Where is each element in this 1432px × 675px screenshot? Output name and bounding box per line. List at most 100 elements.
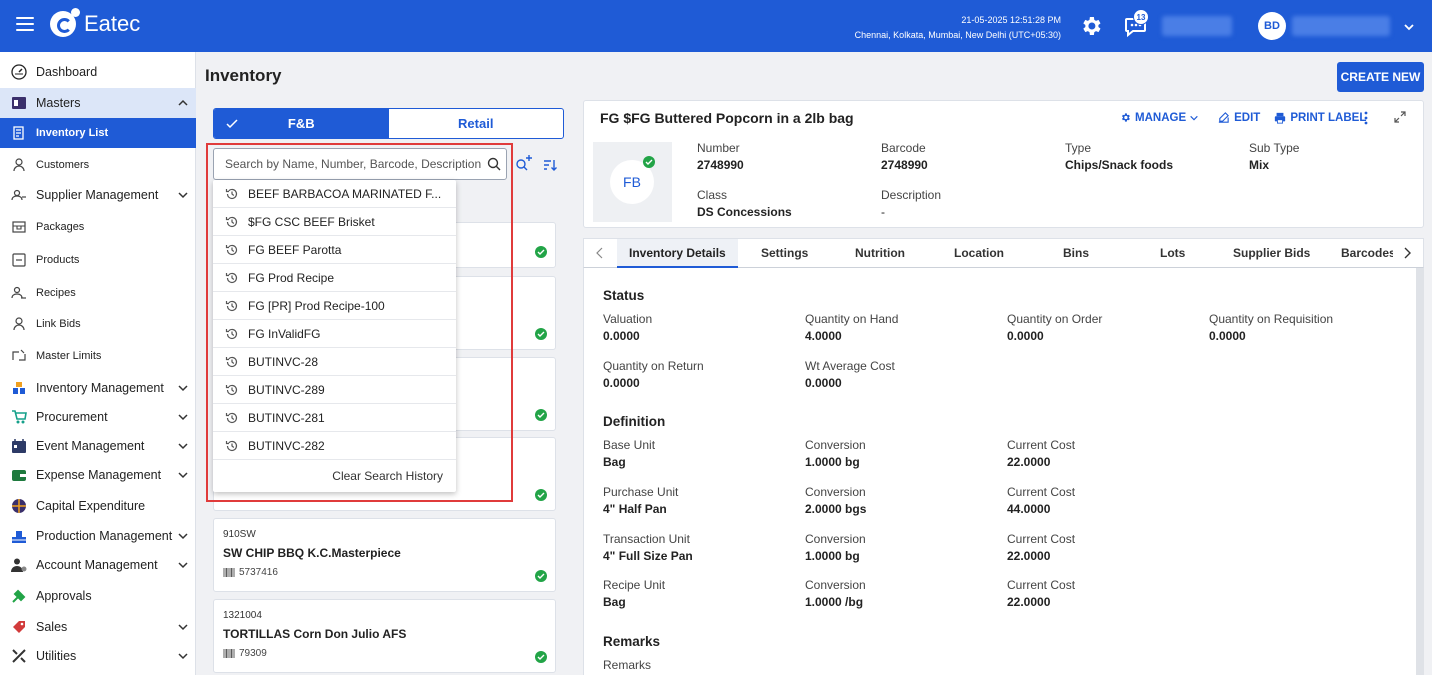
sidebar-item-account-management[interactable]: Account Management [0, 550, 196, 580]
sidebar-item-sales[interactable]: Sales [0, 612, 196, 642]
blurred-username[interactable] [1292, 16, 1390, 36]
sidebar-item-customers[interactable]: Customers [0, 150, 196, 180]
app-logo[interactable]: Eatec [50, 8, 141, 37]
field-value: 0.0000 [1209, 329, 1246, 343]
toggle-retail[interactable]: Retail [389, 109, 564, 138]
sidebar-item-masters[interactable]: Masters [0, 88, 196, 118]
sidebar-item-approvals[interactable]: Approvals [0, 581, 196, 611]
supplier-icon [11, 189, 26, 201]
sidebar-item-label: Link Bids [36, 318, 81, 330]
tab-inventory-details[interactable]: Inventory Details [617, 239, 738, 268]
history-icon [225, 244, 238, 256]
field-value: 4.0000 [805, 329, 842, 343]
procurement-icon [12, 410, 27, 424]
sidebar-item-link-bids[interactable]: Link Bids [0, 309, 196, 339]
gear-icon [1121, 113, 1130, 122]
sidebar-item-label: Inventory Management [36, 381, 164, 395]
chevron-down-icon [1190, 115, 1198, 120]
sidebar-item-products[interactable]: Products [0, 245, 196, 275]
tab-supplier-bids[interactable]: Supplier Bids [1233, 246, 1311, 260]
sidebar-item-supplier-management[interactable]: Supplier Management [0, 180, 196, 210]
history-item[interactable]: $FG CSC BEEF Brisket [213, 208, 456, 236]
list-item[interactable]: 1321004 TORTILLAS Corn Don Julio AFS 793… [213, 599, 556, 673]
sidebar-item-packages[interactable]: Packages [0, 212, 196, 242]
history-item-label: FG Prod Recipe [248, 270, 335, 285]
account-icon [11, 558, 27, 572]
tab-settings[interactable]: Settings [761, 246, 809, 260]
history-item[interactable]: FG InValidFG [213, 320, 456, 348]
list-item[interactable]: 910SW SW CHIP BBQ K.C.Masterpiece 573741… [213, 518, 556, 592]
logo-mark-icon [50, 8, 80, 37]
chevron-right-icon[interactable] [1401, 246, 1413, 260]
chevron-left-icon[interactable] [594, 246, 606, 260]
item-name: SW CHIP BBQ K.C.Masterpiece [223, 546, 401, 560]
category-toggle: F&B Retail [213, 108, 564, 139]
history-item[interactable]: BUTINVC-282 [213, 432, 456, 460]
sort-icon[interactable] [543, 158, 557, 172]
sidebar-item-inventory-list[interactable]: Inventory List [0, 118, 196, 148]
blurred-location[interactable] [1162, 16, 1232, 36]
edit-button[interactable]: EDIT [1217, 111, 1260, 124]
active-status-icon [643, 156, 655, 168]
edit-label: EDIT [1234, 111, 1261, 124]
chevron-down-icon [178, 443, 188, 450]
active-status-icon [535, 489, 547, 501]
manage-button[interactable]: MANAGE [1120, 112, 1203, 124]
sidebar-item-master-limits[interactable]: Master Limits [0, 341, 196, 371]
tab-lots[interactable]: Lots [1160, 246, 1186, 260]
hamburger-menu-icon[interactable] [16, 17, 34, 31]
sidebar: Dashboard Masters Inventory List Custome… [0, 52, 196, 675]
history-item[interactable]: FG Prod Recipe [213, 264, 456, 292]
expand-icon[interactable] [1393, 110, 1407, 124]
toggle-fb[interactable]: F&B [214, 109, 389, 138]
sidebar-item-production-management[interactable]: Production Management [0, 521, 196, 551]
history-item[interactable]: BUTINVC-28 [213, 348, 456, 376]
history-item[interactable]: FG BEEF Parotta [213, 236, 456, 264]
history-item[interactable]: BEEF BARBACOA MARINATED F... [213, 180, 456, 208]
chevron-down-icon[interactable] [1402, 20, 1416, 34]
sidebar-item-utilities[interactable]: Utilities [0, 641, 196, 671]
scrollbar[interactable] [1416, 268, 1424, 675]
field-value: 22.0000 [1007, 595, 1051, 609]
field-value: 0.0000 [805, 376, 842, 390]
sidebar-item-expense-management[interactable]: Expense Management [0, 460, 196, 490]
settings-gear-icon[interactable] [1079, 14, 1103, 38]
search-input[interactable] [214, 149, 484, 179]
create-new-button[interactable]: CREATE NEW [1337, 62, 1424, 92]
user-avatar[interactable]: BD [1258, 12, 1286, 40]
sidebar-item-capital-expenditure[interactable]: Capital Expenditure [0, 491, 196, 521]
field-valuation: Valuation 0.0000 [603, 312, 652, 343]
print-label-button[interactable]: PRINT LABEL [1274, 112, 1366, 124]
more-options-icon[interactable] [1363, 111, 1369, 125]
tab-nutrition[interactable]: Nutrition [855, 246, 905, 260]
tab-barcodes[interactable]: Barcodes [1341, 246, 1393, 260]
advanced-search-icon[interactable] [515, 154, 533, 172]
sidebar-item-recipes[interactable]: Recipes [0, 278, 196, 308]
chevron-down-icon [178, 192, 188, 199]
tab-bins[interactable]: Bins [1063, 246, 1090, 260]
history-item[interactable]: FG [PR] Prod Recipe-100 [213, 292, 456, 320]
history-item[interactable]: BUTINVC-289 [213, 376, 456, 404]
field-label: Number [697, 141, 740, 155]
sidebar-item-label: Master Limits [36, 350, 102, 362]
history-item[interactable]: BUTINVC-281 [213, 404, 456, 432]
search-icon[interactable] [487, 157, 501, 171]
history-item-label: BUTINVC-282 [248, 438, 325, 453]
sidebar-item-procurement[interactable]: Procurement [0, 402, 196, 432]
field-current-cost: Current Cost 22.0000 [1007, 532, 1075, 563]
active-status-icon [535, 246, 547, 258]
app-name: Eatec [84, 11, 141, 36]
tab-location[interactable]: Location [954, 246, 1004, 260]
sidebar-item-dashboard[interactable]: Dashboard [0, 57, 196, 87]
history-icon [225, 412, 238, 424]
clear-search-history-button[interactable]: Clear Search History [332, 469, 443, 483]
field-class: Class DS Concessions [697, 188, 792, 219]
sidebar-item-event-management[interactable]: Event Management [0, 431, 196, 461]
production-icon [12, 531, 26, 543]
field-value: 2748990 [697, 158, 744, 172]
field-current-cost: Current Cost 22.0000 [1007, 578, 1075, 609]
item-number: 910SW [223, 529, 256, 540]
sidebar-item-inventory-management[interactable]: Inventory Management [0, 373, 196, 403]
sidebar-item-label: Inventory List [36, 127, 109, 139]
field-label: Recipe Unit [603, 578, 666, 592]
